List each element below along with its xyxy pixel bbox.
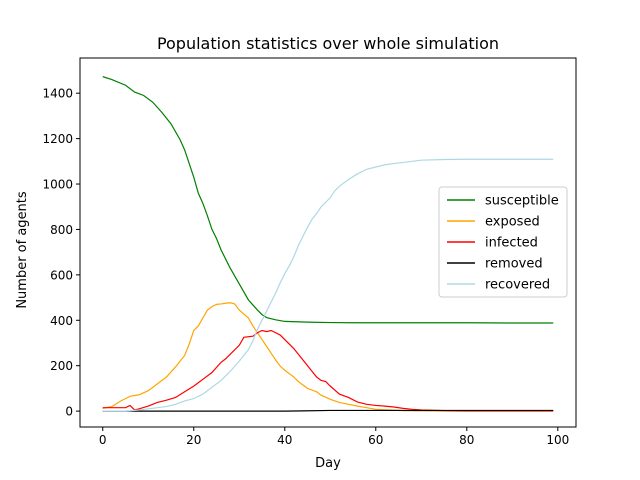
y-tick-label: 400 bbox=[50, 314, 73, 328]
series-layer bbox=[102, 76, 554, 412]
series-line-removed bbox=[102, 409, 554, 412]
y-tick-label: 1200 bbox=[42, 132, 73, 146]
chart-title: Population statistics over whole simulat… bbox=[157, 34, 499, 53]
y-tick-label: 800 bbox=[50, 223, 73, 237]
y-axis-label: Number of agents bbox=[15, 191, 30, 309]
legend-label-susceptible: susceptible bbox=[485, 194, 559, 209]
x-tick-label: 0 bbox=[99, 433, 107, 447]
plot-area bbox=[79, 57, 577, 428]
series-line-exposed bbox=[102, 302, 554, 412]
axes-frame bbox=[79, 57, 577, 428]
x-tick-label: 40 bbox=[277, 433, 292, 447]
series-line-recovered bbox=[102, 158, 554, 412]
x-tick-label: 20 bbox=[186, 433, 201, 447]
legend-label-recovered: recovered bbox=[485, 278, 550, 293]
series-line-susceptible bbox=[102, 76, 554, 324]
y-tick-label: 0 bbox=[65, 405, 73, 419]
legend-label-exposed: exposed bbox=[485, 215, 540, 230]
x-axis-label: Day bbox=[315, 456, 341, 471]
y-tick-label: 1400 bbox=[42, 87, 73, 101]
legend-box bbox=[438, 186, 568, 298]
x-tick-label: 60 bbox=[368, 433, 383, 447]
series-line-infected bbox=[102, 329, 554, 412]
legend-label-infected: infected bbox=[485, 236, 538, 251]
y-tick-label: 200 bbox=[50, 359, 73, 373]
x-tick-label: 80 bbox=[459, 433, 474, 447]
y-tick-label: 600 bbox=[50, 268, 73, 282]
legend-label-removed: removed bbox=[485, 257, 543, 272]
legend: susceptible exposed infected removed recover… bbox=[438, 186, 568, 298]
x-tick-label: 100 bbox=[546, 433, 569, 447]
y-tick-label: 1000 bbox=[42, 178, 73, 192]
